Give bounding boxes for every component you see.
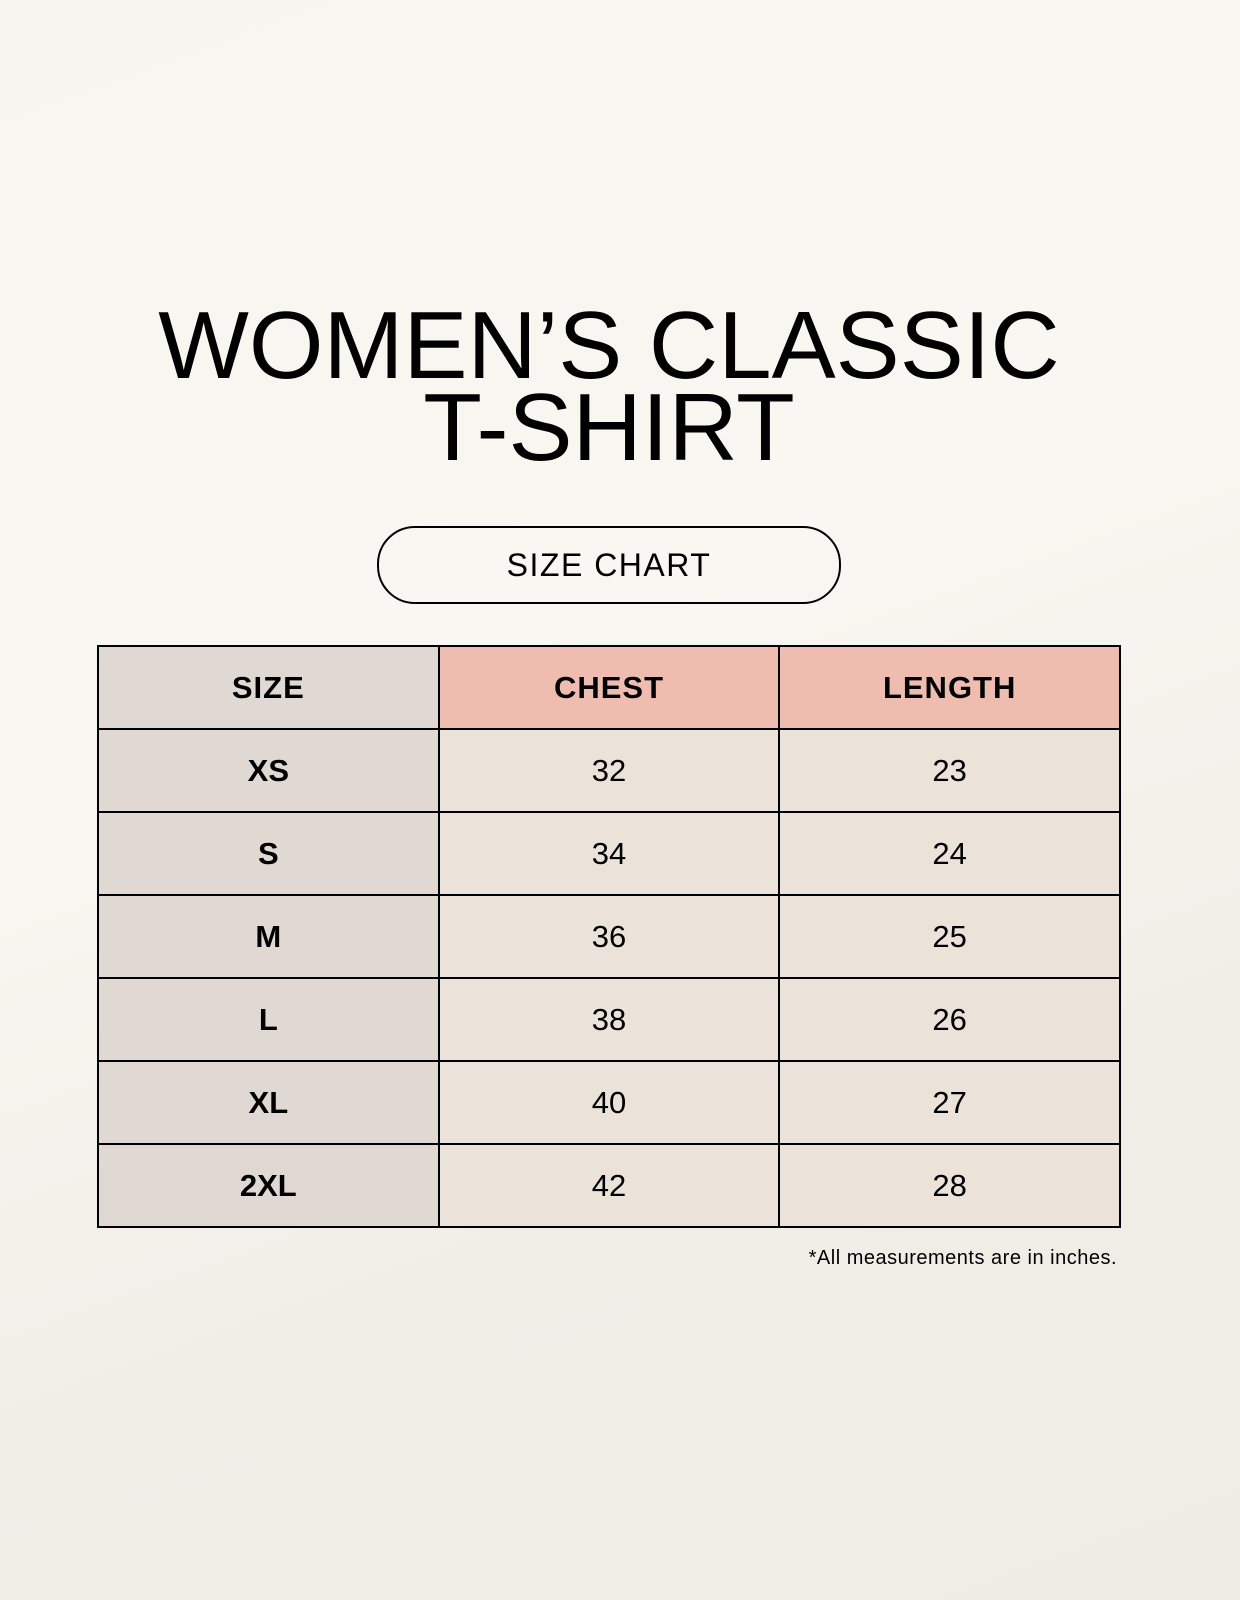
cell-length: 23 <box>778 728 1121 813</box>
measurement-note: *All measurements are in inches. <box>808 1247 1117 1269</box>
cell-length: 24 <box>778 811 1121 896</box>
table-row: M 36 25 <box>97 894 1121 979</box>
cell-chest: 38 <box>437 977 781 1062</box>
cell-chest: 42 <box>437 1143 781 1228</box>
cell-chest: 34 <box>437 811 781 896</box>
title-line-1: WOMEN’S CLASSIC <box>158 292 1060 399</box>
cell-length: 25 <box>778 894 1121 979</box>
cell-length: 28 <box>778 1143 1121 1228</box>
header-size: SIZE <box>97 645 440 730</box>
table-row: S 34 24 <box>97 811 1121 896</box>
cell-length: 26 <box>778 977 1121 1062</box>
header-length: LENGTH <box>778 645 1121 730</box>
table-row: XL 40 27 <box>97 1060 1121 1145</box>
cell-size: 2XL <box>97 1143 440 1228</box>
table-row: L 38 26 <box>97 977 1121 1062</box>
header-chest: CHEST <box>437 645 781 730</box>
table-row: 2XL 42 28 <box>97 1143 1121 1228</box>
cell-size: L <box>97 977 440 1062</box>
cell-chest: 32 <box>437 728 781 813</box>
cell-size: M <box>97 894 440 979</box>
size-chart-badge: SIZE CHART <box>377 526 841 604</box>
cell-size: S <box>97 811 440 896</box>
cell-size: XS <box>97 728 440 813</box>
header-row: SIZE CHEST LENGTH <box>97 645 1121 730</box>
size-table: SIZE CHEST LENGTH XS 32 23 S 34 24 M 36 25 L 38 26 X… <box>97 645 1121 1228</box>
page-title: WOMEN’S CLASSIC T-SHIRT <box>0 292 1218 481</box>
title-line-2: T-SHIRT <box>423 374 795 481</box>
table-row: XS 32 23 <box>97 728 1121 813</box>
cell-size: XL <box>97 1060 440 1145</box>
cell-chest: 36 <box>437 894 781 979</box>
cell-chest: 40 <box>437 1060 781 1145</box>
cell-length: 27 <box>778 1060 1121 1145</box>
